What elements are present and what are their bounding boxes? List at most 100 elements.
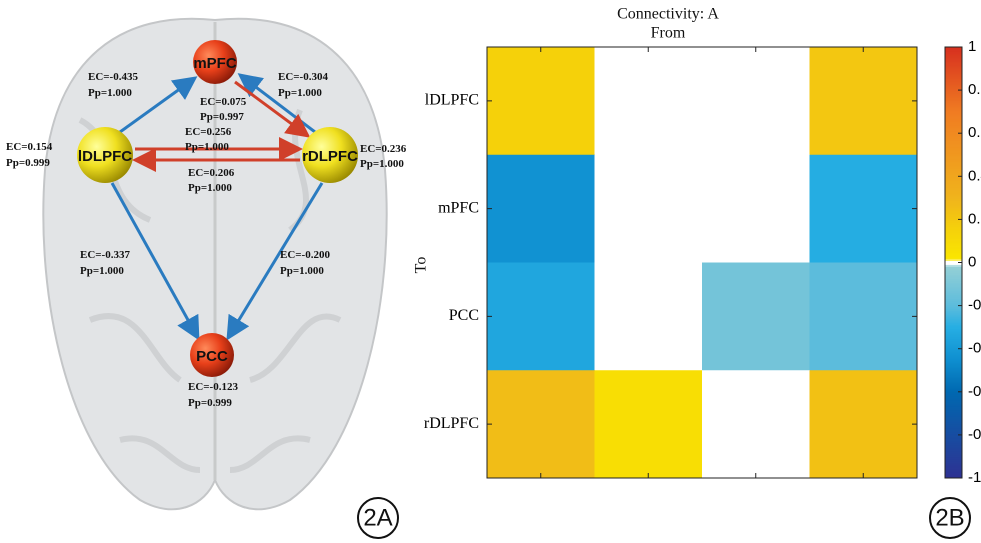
colorbar-segment	[945, 242, 962, 245]
colorbar-segment	[945, 284, 962, 287]
colorbar-segment	[945, 300, 962, 303]
colorbar-segment	[945, 298, 962, 301]
colorbar-tick-label: -0.8	[968, 426, 981, 443]
colorbar-segment	[945, 72, 962, 76]
colorbar-segment	[945, 118, 962, 122]
heatmap: lDLPFC mPFC PCC rDLPFC -1 -0.8 -0.6 -0.4 -0.2 0 0.…	[424, 38, 981, 486]
colorbar-tick-label: 0.8	[968, 81, 981, 98]
colorbar-segment	[945, 368, 962, 371]
chart-title: Connectivity: A	[617, 6, 719, 23]
colorbar-segment	[945, 408, 962, 411]
colorbar-segment	[945, 316, 962, 319]
colorbar-segment	[945, 200, 962, 204]
colorbar-segment	[945, 332, 962, 335]
colorbar-segment	[945, 174, 962, 178]
pp-label: Pp=1.000	[88, 87, 132, 99]
colorbar-segment	[945, 324, 962, 327]
colorbar-segment	[945, 322, 962, 325]
colorbar-segment	[945, 390, 962, 393]
heatmap-cell	[594, 262, 703, 371]
ec-label: EC=0.236	[360, 143, 407, 155]
colorbar-segment	[945, 80, 962, 84]
y-tick-label: PCC	[449, 307, 479, 324]
colorbar-segment	[945, 432, 962, 435]
colorbar-segment	[945, 256, 962, 259]
colorbar-segment	[945, 436, 962, 439]
colorbar-segment	[945, 320, 962, 323]
colorbar-segment	[945, 214, 962, 218]
colorbar-segment	[945, 452, 962, 455]
panel-label: 2B	[935, 504, 964, 531]
colorbar-segment	[945, 472, 962, 475]
ec-label: EC=-0.337	[80, 249, 130, 261]
colorbar-segment	[945, 62, 962, 66]
colorbar-segment	[945, 312, 962, 315]
colorbar-segment	[945, 114, 962, 118]
colorbar-segment	[945, 204, 962, 208]
colorbar-segment	[945, 424, 962, 427]
heatmap-cell	[487, 370, 595, 479]
colorbar-segment	[945, 290, 962, 293]
colorbar-segment	[945, 456, 962, 459]
colorbar-segment	[945, 258, 962, 261]
colorbar-segment	[945, 138, 962, 142]
colorbar-segment	[945, 64, 962, 68]
colorbar-segment	[945, 370, 962, 373]
heatmap-cell	[809, 154, 918, 263]
colorbar-segment	[945, 416, 962, 419]
colorbar-segment	[945, 47, 962, 50]
heatmap-cell	[702, 154, 810, 263]
colorbar-segment	[945, 464, 962, 467]
heatmap-cell	[809, 370, 918, 479]
colorbar-segment	[945, 434, 962, 437]
colorbar-segment	[945, 302, 962, 305]
colorbar-segment	[945, 340, 962, 343]
ec-label: EC=-0.304	[278, 71, 328, 83]
colorbar-segment	[945, 154, 962, 158]
colorbar-segment	[945, 212, 962, 216]
colorbar-segment	[945, 330, 962, 333]
node	[302, 127, 358, 183]
colorbar-segment	[945, 260, 962, 263]
colorbar-segment	[945, 82, 962, 86]
colorbar-segment	[945, 224, 962, 227]
colorbar-segment	[945, 460, 962, 463]
edge	[110, 182, 200, 341]
colorbar-segment	[945, 60, 962, 64]
colorbar-segment	[945, 342, 962, 345]
colorbar-segment	[945, 412, 962, 415]
colorbar-segment	[945, 230, 962, 233]
colorbar-segment	[945, 222, 962, 225]
colorbar-segment	[945, 278, 962, 281]
pp-label: Pp=0.999	[188, 397, 232, 409]
colorbar-segment	[945, 130, 962, 134]
colorbar-segment	[945, 396, 962, 399]
colorbar-segment	[945, 474, 962, 477]
colorbar-segment	[945, 50, 962, 54]
colorbar-segment	[945, 328, 962, 331]
colorbar-tick-label: -0.2	[968, 297, 981, 314]
colorbar-segment	[945, 210, 962, 214]
pp-label: Pp=0.997	[200, 111, 244, 123]
colorbar-segment	[945, 266, 962, 269]
colorbar-segment	[945, 128, 962, 132]
heatmap-cell	[594, 47, 703, 156]
ec-label: EC=0.075	[200, 96, 247, 108]
heatmap-cell	[594, 154, 703, 263]
colorbar-segment	[945, 326, 962, 329]
colorbar-tick-label: -0.6	[968, 383, 981, 400]
colorbar-segment	[945, 264, 962, 267]
node-label: mPFC	[193, 55, 237, 72]
colorbar-segment	[945, 448, 962, 451]
colorbar-tick-label: 0.6	[968, 124, 981, 141]
colorbar-segment	[945, 140, 962, 144]
plot-frame	[486, 46, 918, 479]
ec-label: EC=-0.123	[188, 381, 238, 393]
colorbar-segment	[945, 438, 962, 441]
colorbar-segment	[945, 182, 962, 186]
colorbar-segment	[945, 334, 962, 337]
colorbar-segment	[945, 458, 962, 461]
heatmap-cell	[809, 47, 918, 156]
colorbar-segment	[945, 122, 962, 126]
colorbar-segment	[945, 84, 962, 88]
